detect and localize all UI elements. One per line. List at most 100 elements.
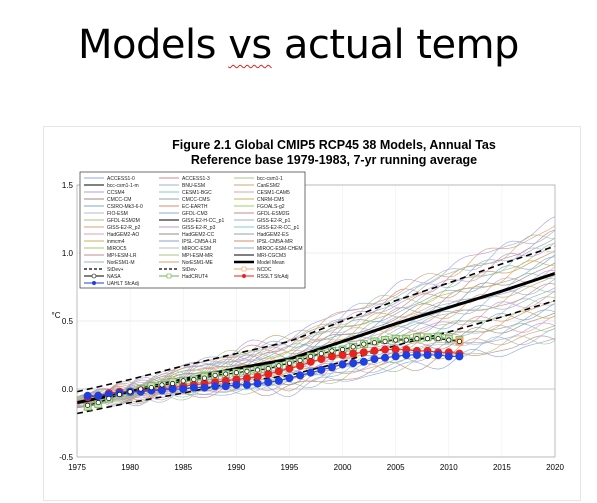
model-line [76, 234, 556, 399]
marker-rsslt-sfcadj [327, 352, 336, 361]
model-line [76, 328, 556, 405]
legend-label: NorESM1-ME [182, 260, 214, 266]
model-line [76, 325, 556, 409]
legend-label: FIO-ESM [107, 211, 128, 217]
marker-nasa [393, 337, 399, 343]
axes: -0.5 0.0 0.5 1.0 1.5 1975 1980 1985 1990 1995 2000… [59, 181, 564, 472]
x-tick-label: 1975 [68, 463, 86, 472]
legend-label: GISS-E2-R_p1 [257, 218, 291, 224]
marker-rsslt-sfcadj [306, 357, 315, 366]
marker-nasa [435, 336, 441, 342]
marker-nasa [329, 348, 335, 354]
marker-nasa [159, 382, 165, 388]
legend-label: FGOALS-g2 [257, 204, 285, 210]
marker-uahlt-sfcadj [179, 385, 188, 393]
legend-label: MPI-ESM-LR [107, 253, 137, 259]
marker-nasa [276, 363, 282, 369]
model-line [76, 216, 556, 408]
marker-uahlt-sfcadj [327, 363, 336, 372]
legend-label: StDev+ [107, 267, 124, 273]
marker-nasa [85, 402, 91, 408]
observation-markers [83, 333, 464, 411]
marker-uahlt-sfcadj [349, 359, 358, 368]
chart-title: Figure 2.1 Global CMIP5 RCP45 38 Models,… [172, 138, 496, 152]
marker-nasa [116, 391, 123, 397]
legend-label: HadGEM2-AO [107, 232, 139, 238]
marker-uahlt-sfcadj [274, 376, 283, 385]
legend-label: CanESM2 [257, 183, 280, 189]
legend-label: UAHLT SfcAdj [107, 281, 139, 287]
legend-label: GISS-E2-R-CC_p1 [257, 225, 299, 231]
x-tick-label: 2010 [440, 463, 458, 472]
marker-rsslt-sfcadj [370, 346, 379, 355]
model-line [76, 256, 556, 404]
marker-nasa [223, 371, 229, 377]
marker-uahlt-sfcadj [264, 378, 273, 387]
marker-uahlt-sfcadj [402, 351, 411, 359]
marker-nasa [350, 344, 356, 350]
title-part1: Models [78, 22, 229, 68]
marker-uahlt-sfcadj [189, 383, 198, 392]
series-stdev- [76, 299, 556, 415]
legend-label: CCSM4 [107, 190, 125, 196]
legend-label: MIROC5 [107, 246, 127, 252]
marker-uahlt-sfcadj [317, 365, 326, 374]
legend-label: CMCC-CM [107, 197, 131, 203]
legend-marker [241, 266, 247, 272]
marker-nasa [106, 395, 112, 402]
legend-label: NorESM1-M [107, 260, 135, 266]
marker-uahlt-sfcadj [306, 368, 315, 377]
marker-nasa [382, 338, 388, 344]
marker-uahlt-sfcadj [455, 352, 464, 361]
model-line [76, 290, 556, 404]
legend-marker [242, 274, 246, 278]
marker-nasa [127, 389, 133, 395]
y-axis-label: °C [52, 311, 61, 320]
marker-rsslt-sfcadj [381, 345, 390, 354]
marker-rsslt-sfcadj [359, 348, 368, 357]
marker-nasa [456, 338, 462, 344]
marker-nasa [148, 385, 154, 391]
legend-label: MIROC-ESM [182, 246, 211, 252]
chart-frame: Figure 2.1 Global CMIP5 RCP45 38 Models,… [44, 127, 580, 500]
marker-nasa [170, 381, 176, 387]
legend-label: CESM1-CAM5 [257, 190, 290, 196]
marker-rsslt-sfcadj [349, 349, 358, 358]
marker-uahlt-sfcadj [242, 380, 251, 389]
marker-nasa [233, 370, 239, 376]
y-tick-label: 1.0 [62, 249, 74, 258]
legend: ACCESS1-0 ACCESS1-3 bcc-csm1-1 bcc-csm1-1-m… [79, 171, 306, 289]
temperature-chart: Figure 2.1 Global CMIP5 RCP45 38 Models,… [52, 138, 565, 472]
x-tick-label: 1985 [174, 463, 192, 472]
marker-uahlt-sfcadj [221, 382, 230, 391]
marker-nasa [403, 337, 409, 343]
legend-label: NASA [107, 274, 121, 280]
marker-uahlt-sfcadj [285, 374, 294, 383]
marker-nasa [361, 341, 367, 347]
legend-label: CSIRO-Mk3-6-0 [107, 204, 143, 210]
model-line [76, 303, 556, 405]
title-part2: actual temp [271, 22, 520, 68]
legend-label: bcc-csm1-1-m [107, 183, 139, 189]
marker-uahlt-sfcadj [83, 391, 92, 400]
legend-label: CESM1-BGC [182, 190, 212, 196]
model-line [76, 225, 556, 407]
plot-border [76, 184, 556, 458]
marker-nasa [446, 337, 452, 343]
marker-nasa [308, 353, 314, 359]
legend-label: GISS-E2-R_p3 [182, 225, 216, 231]
model-line [76, 254, 556, 403]
legend-label: GFDL-ESM2M [107, 218, 140, 224]
marker-rsslt-sfcadj [253, 372, 262, 381]
marker-nasa [371, 340, 377, 346]
legend-label: bcc-csm1-1 [257, 176, 283, 182]
marker-nasa [318, 351, 324, 357]
legend-label: CNRM-CM5 [257, 197, 284, 203]
marker-rsslt-sfcadj [338, 351, 347, 359]
marker-uahlt-sfcadj [211, 382, 220, 391]
legend-marker [91, 273, 97, 279]
marker-uahlt-sfcadj [253, 379, 262, 388]
marker-uahlt-sfcadj [412, 351, 421, 359]
marker-nasa [340, 347, 346, 353]
marker-nasa [297, 357, 303, 363]
